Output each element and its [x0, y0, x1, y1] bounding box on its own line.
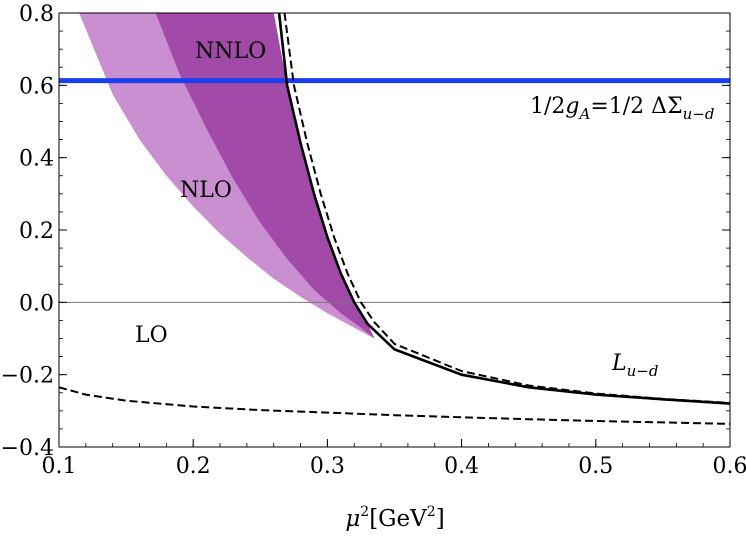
- y-tick-label: 0.8: [19, 2, 54, 27]
- annotation-ga-sub: A: [578, 105, 591, 123]
- annotation-ga-g: g: [565, 94, 579, 119]
- x-axis-title-mu: μ: [345, 506, 360, 532]
- y-tick-label: 0.6: [19, 74, 54, 99]
- x-axis-ticks: 0.1 0.2 0.3 0.4 0.5 0.6: [42, 439, 746, 479]
- x-tick-label: 0.1: [42, 454, 77, 479]
- series-line-2: [59, 386, 730, 425]
- y-tick-label: 0.4: [19, 147, 54, 172]
- annotation-l-ud: Lu−d: [611, 351, 658, 380]
- annotation-ga-prefix: 1/2: [530, 94, 565, 119]
- y-axis-ticks: −0.4 −0.2 0.0 0.2 0.4 0.6 0.8: [1, 2, 730, 461]
- annotation-ga-eq: =1/2 ΔΣ: [590, 94, 682, 119]
- x-axis-title-exp: 2: [360, 504, 369, 520]
- x-tick-label: 0.4: [444, 454, 479, 479]
- annotation-nlo: NLO: [180, 178, 232, 203]
- x-tick-label: 0.3: [310, 454, 345, 479]
- x-tick-label: 0.2: [176, 454, 211, 479]
- y-tick-label: 0.2: [19, 219, 54, 244]
- annotation-ga: 1/2gA=1/2 ΔΣu−d: [530, 94, 714, 123]
- series-line-1: [283, 13, 730, 404]
- y-tick-label: −0.2: [1, 364, 54, 389]
- annotation-l-main: L: [611, 351, 627, 376]
- band-1: [155, 13, 375, 339]
- x-tick-label: 0.6: [713, 454, 746, 479]
- annotation-ga-sub2: u−d: [683, 105, 715, 123]
- y-tick-label: 0.0: [19, 291, 54, 316]
- uncertainty-bands: [79, 13, 375, 339]
- x-axis-title-unit: [GeV: [369, 506, 427, 532]
- series-line-0: [277, 13, 730, 405]
- series-lines: [59, 13, 730, 425]
- plot-area: [59, 13, 730, 425]
- x-axis-title-unit-exp: 2: [427, 504, 436, 520]
- annotation-lo: LO: [135, 323, 168, 348]
- x-tick-label: 0.5: [578, 454, 613, 479]
- annotation-l-sub: u−d: [627, 362, 659, 380]
- x-axis-title-close: ]: [436, 506, 445, 532]
- y-tick-label: −0.4: [1, 436, 54, 461]
- annotation-nnlo: NNLO: [195, 39, 266, 64]
- x-axis-title: μ2[GeV2]: [345, 504, 444, 532]
